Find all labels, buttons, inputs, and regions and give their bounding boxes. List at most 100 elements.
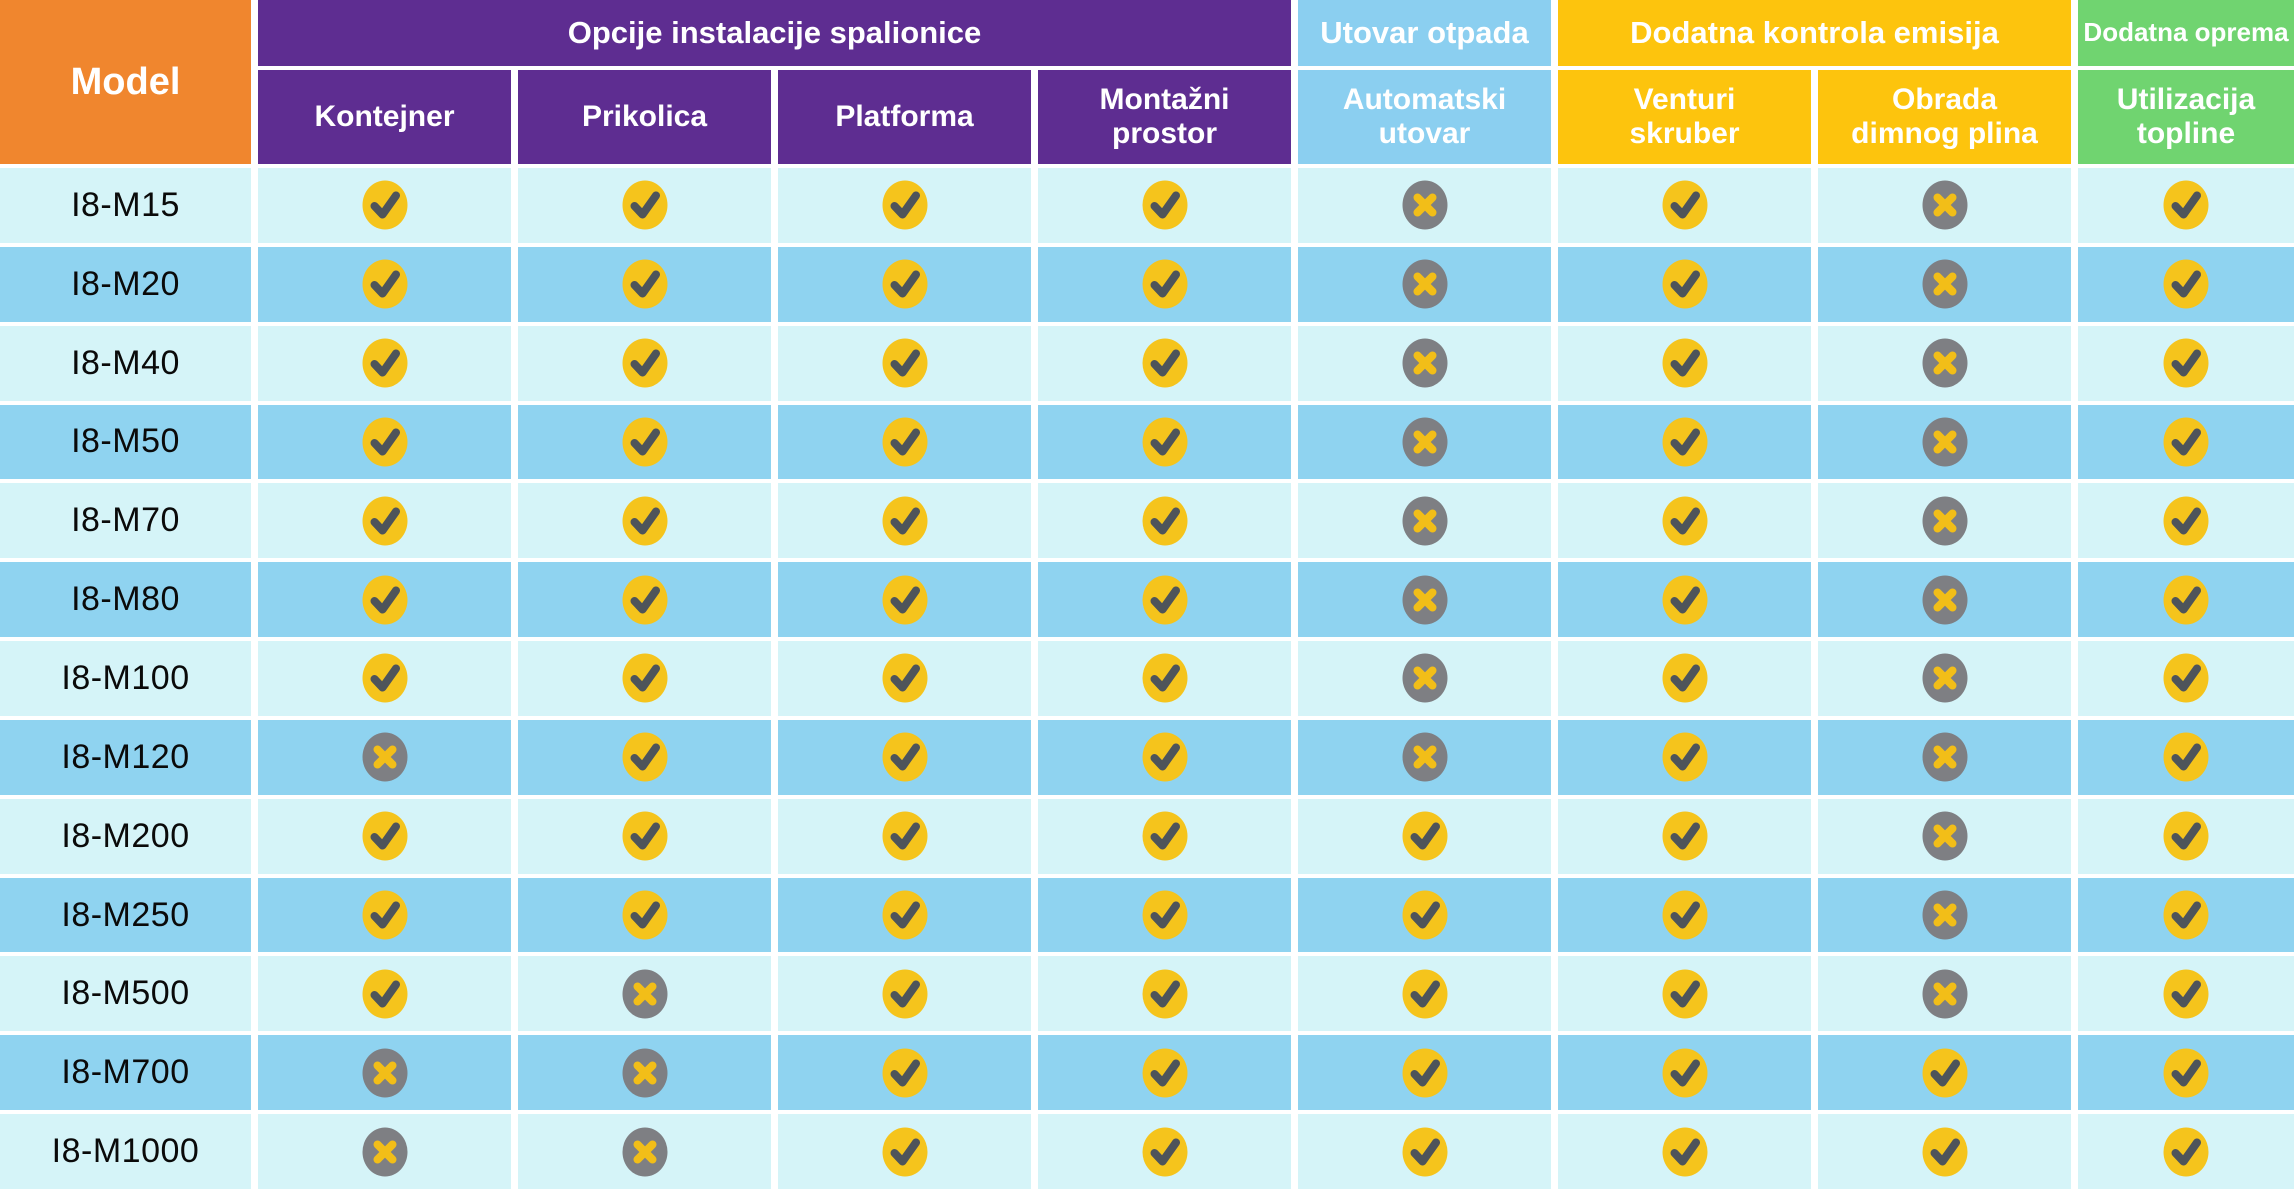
check-icon: [1142, 575, 1187, 625]
check-icon: [882, 1048, 927, 1098]
feature-cell-available: [1558, 404, 1811, 480]
feature-cell-available: [1558, 483, 1811, 559]
feature-cell-available: [778, 562, 1031, 638]
feature-cell-available: [1558, 1035, 1811, 1111]
group-header-installation-options: Opcije instalacije spalionice: [258, 0, 1291, 66]
column-header-automatski-utovar: Automatski utovar: [1298, 70, 1551, 164]
check-icon: [2163, 732, 2209, 782]
cross-icon: [1402, 338, 1447, 388]
feature-cell-available: [778, 1035, 1031, 1111]
check-icon: [882, 259, 927, 309]
feature-cell-available: [778, 798, 1031, 874]
feature-cell-available: [2078, 1114, 2294, 1189]
column-header-platforma: Platforma: [778, 70, 1031, 164]
feature-cell-available: [778, 956, 1031, 1032]
feature-cell-available: [778, 246, 1031, 322]
feature-cell-not-available: [1818, 641, 2071, 716]
check-icon: [2163, 417, 2209, 467]
group-header-additional-equipment: Dodatna oprema: [2078, 0, 2294, 66]
feature-cell-available: [1038, 168, 1291, 243]
check-icon: [1142, 417, 1187, 467]
check-icon: [622, 575, 667, 625]
check-icon: [362, 180, 407, 230]
check-icon: [622, 180, 667, 230]
feature-cell-available: [258, 956, 511, 1032]
feature-cell-available: [778, 1114, 1031, 1189]
feature-cell-available: [2078, 1035, 2294, 1111]
check-icon: [362, 259, 407, 309]
check-icon: [882, 180, 927, 230]
check-icon: [2163, 1048, 2209, 1098]
feature-cell-available: [258, 798, 511, 874]
check-icon: [1662, 811, 1707, 861]
feature-cell-not-available: [1298, 483, 1551, 559]
feature-cell-available: [518, 641, 771, 716]
feature-cell-available: [778, 168, 1031, 243]
cross-icon: [1922, 653, 1967, 703]
check-icon: [1662, 180, 1707, 230]
cross-icon: [362, 1127, 407, 1177]
feature-cell-available: [2078, 246, 2294, 322]
feature-cell-available: [518, 246, 771, 322]
cross-icon: [1922, 338, 1967, 388]
check-icon: [1142, 969, 1187, 1019]
feature-cell-not-available: [1818, 719, 2071, 795]
feature-cell-available: [1298, 798, 1551, 874]
column-header-utilizacija-topline: Utilizacija topline: [2078, 70, 2294, 164]
model-label: I8-M80: [0, 562, 251, 638]
check-icon: [622, 811, 667, 861]
check-icon: [1662, 259, 1707, 309]
feature-cell-available: [1038, 1114, 1291, 1189]
cross-icon: [1402, 259, 1447, 309]
check-icon: [622, 732, 667, 782]
check-icon: [2163, 890, 2209, 940]
check-icon: [882, 732, 927, 782]
cross-icon: [1922, 417, 1967, 467]
feature-cell-available: [2078, 325, 2294, 401]
feature-cell-available: [518, 798, 771, 874]
cross-icon: [1922, 732, 1967, 782]
check-icon: [362, 575, 407, 625]
check-icon: [1922, 1048, 1967, 1098]
cross-icon: [1402, 417, 1447, 467]
check-icon: [882, 890, 927, 940]
feature-cell-available: [1558, 719, 1811, 795]
check-icon: [2163, 969, 2209, 1019]
check-icon: [1662, 575, 1707, 625]
feature-cell-available: [778, 641, 1031, 716]
model-label: I8-M500: [0, 956, 251, 1032]
check-icon: [1402, 1127, 1447, 1177]
check-icon: [1142, 653, 1187, 703]
check-icon: [2163, 575, 2209, 625]
feature-cell-not-available: [1818, 562, 2071, 638]
feature-cell-not-available: [258, 1114, 511, 1189]
check-icon: [1142, 1127, 1187, 1177]
check-icon: [362, 496, 407, 546]
feature-cell-not-available: [518, 956, 771, 1032]
check-icon: [622, 496, 667, 546]
feature-cell-available: [1038, 956, 1291, 1032]
check-icon: [362, 653, 407, 703]
feature-cell-available: [2078, 404, 2294, 480]
group-header-waste-loading: Utovar otpada: [1298, 0, 1551, 66]
feature-cell-available: [1558, 798, 1811, 874]
feature-cell-available: [1038, 1035, 1291, 1111]
feature-cell-available: [1038, 404, 1291, 480]
model-label: I8-M200: [0, 798, 251, 874]
feature-cell-available: [778, 877, 1031, 953]
cross-icon: [1402, 732, 1447, 782]
cross-icon: [1402, 653, 1447, 703]
feature-cell-available: [1818, 1035, 2071, 1111]
feature-cell-available: [258, 562, 511, 638]
cross-icon: [1402, 180, 1447, 230]
check-icon: [622, 259, 667, 309]
feature-cell-available: [518, 877, 771, 953]
model-label: I8-M15: [0, 168, 251, 243]
check-icon: [882, 811, 927, 861]
feature-cell-not-available: [1298, 246, 1551, 322]
feature-cell-not-available: [258, 719, 511, 795]
check-icon: [882, 338, 927, 388]
check-icon: [1402, 1048, 1447, 1098]
cross-icon: [622, 1127, 667, 1177]
